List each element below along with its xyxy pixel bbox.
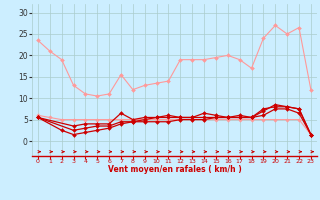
X-axis label: Vent moyen/en rafales ( km/h ): Vent moyen/en rafales ( km/h ) (108, 165, 241, 174)
